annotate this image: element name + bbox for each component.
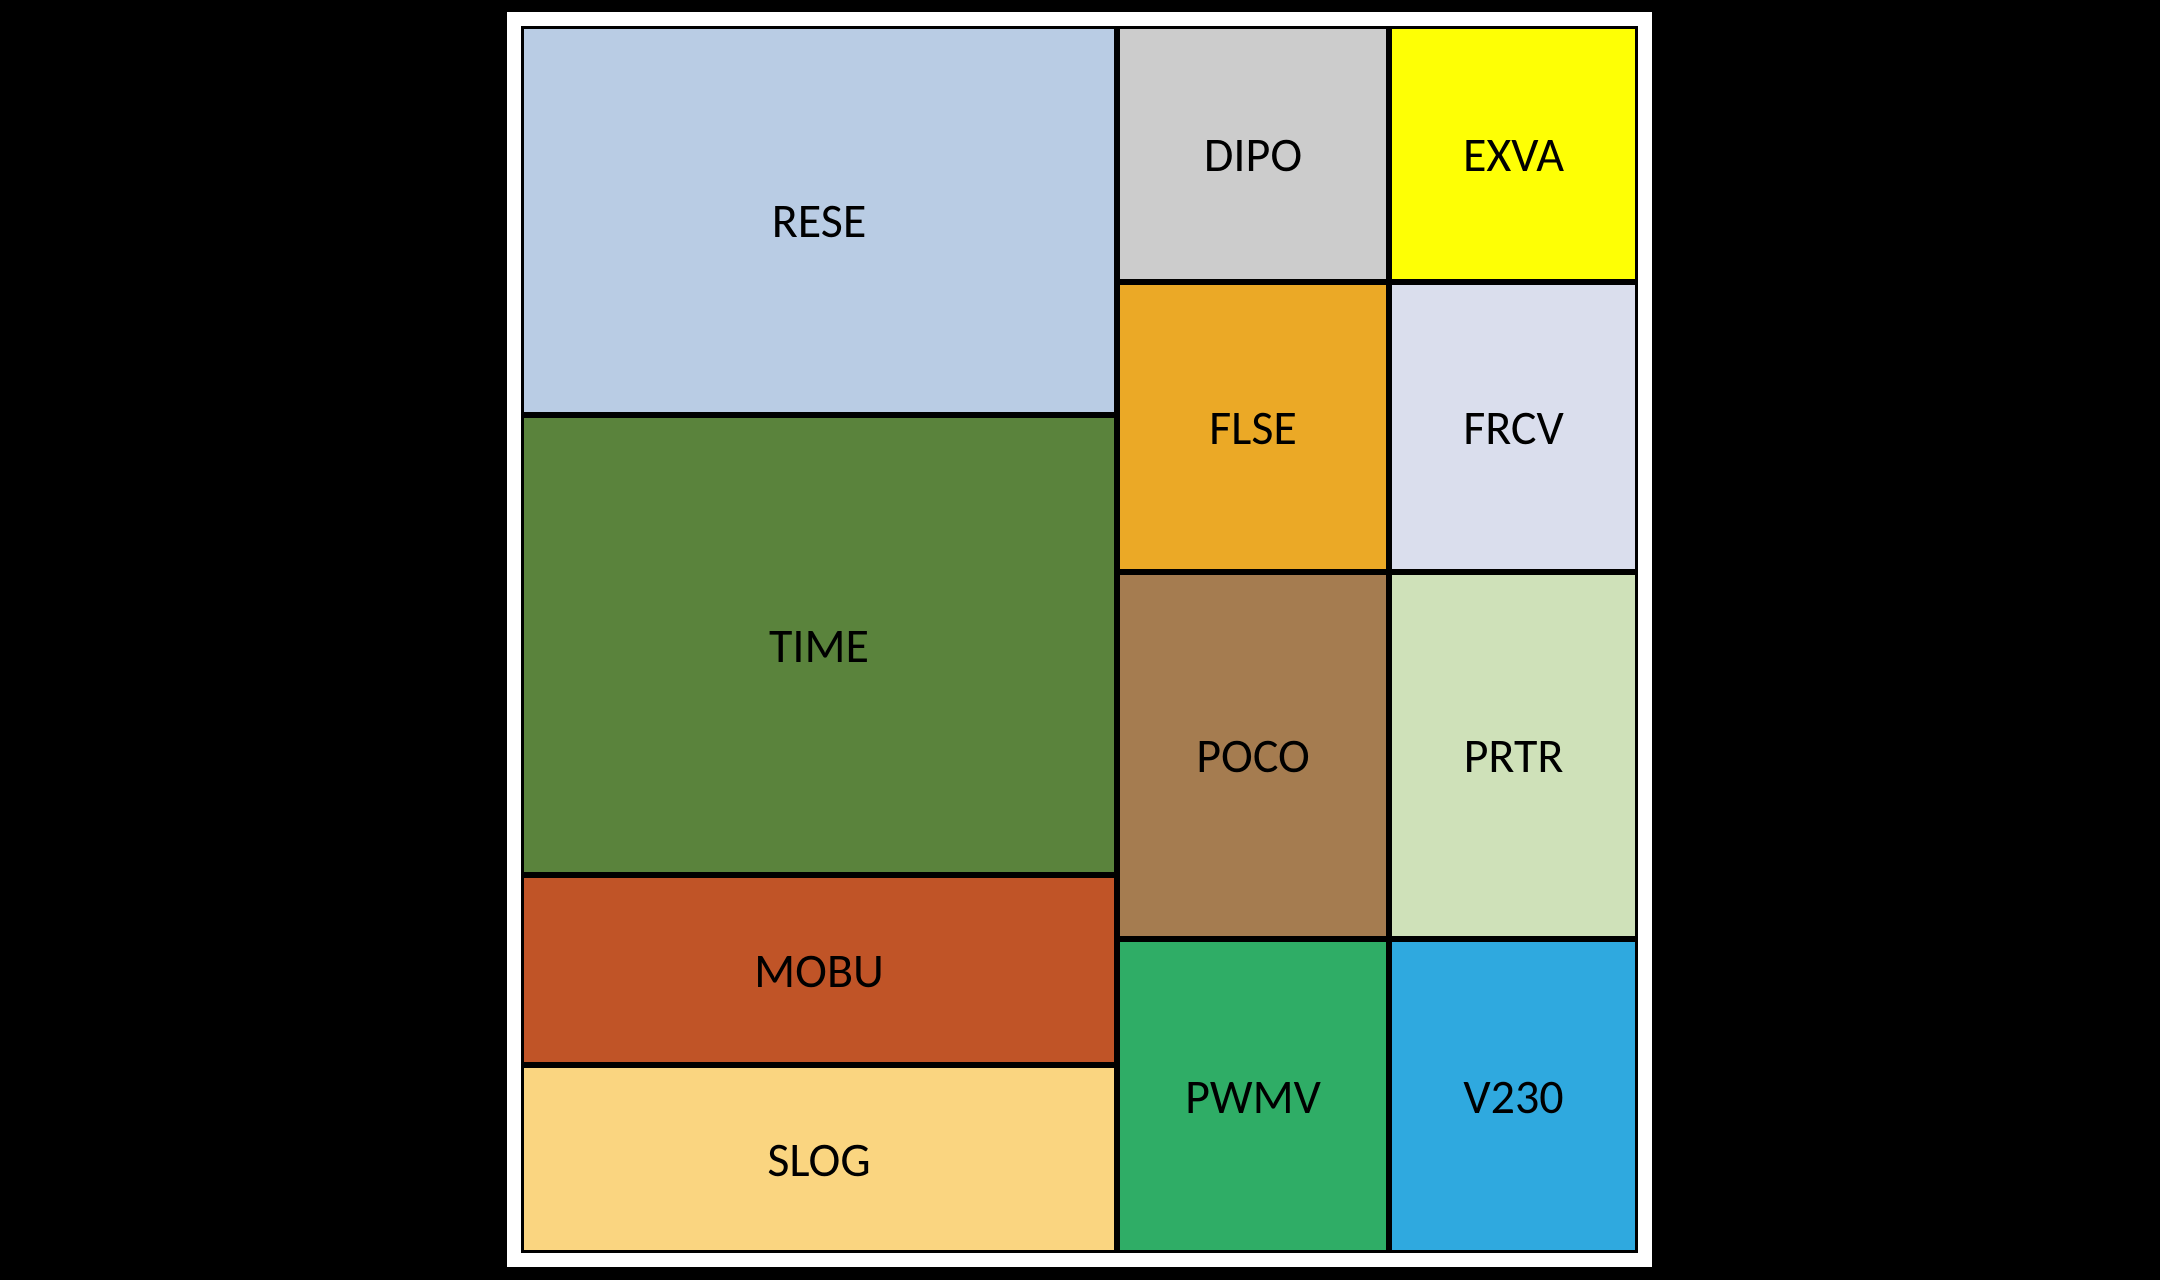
treemap-cell-label: FLSE bbox=[1209, 398, 1297, 457]
treemap-cell-pwmv: PWMV bbox=[1117, 939, 1389, 1253]
treemap-cell-label: POCO bbox=[1196, 726, 1310, 785]
treemap-cell-label: TIME bbox=[769, 616, 869, 675]
treemap-stage: RESE TIME MOBU SLOG DIPO EXVA FLSE FRCV POCO PRTR… bbox=[0, 0, 2160, 1280]
treemap-cell-label: MOBU bbox=[754, 941, 884, 1000]
treemap-cell-label: V230 bbox=[1463, 1067, 1563, 1126]
treemap-cell-flse: FLSE bbox=[1117, 282, 1389, 572]
treemap-cell-frcv: FRCV bbox=[1389, 282, 1638, 572]
treemap-cell-label: SLOG bbox=[767, 1130, 870, 1189]
treemap-cell-poco: POCO bbox=[1117, 572, 1389, 939]
treemap-cell-label: FRCV bbox=[1463, 398, 1564, 457]
treemap-cell-label: PWMV bbox=[1185, 1067, 1321, 1126]
treemap-cell-label: EXVA bbox=[1463, 125, 1564, 184]
treemap-cell-label: RESE bbox=[772, 191, 867, 250]
treemap-cell-dipo: DIPO bbox=[1117, 26, 1389, 282]
treemap-cell-slog: SLOG bbox=[521, 1065, 1117, 1253]
treemap-cell-v230: V230 bbox=[1389, 939, 1638, 1253]
treemap-cell-exva: EXVA bbox=[1389, 26, 1638, 282]
treemap-cell-prtr: PRTR bbox=[1389, 572, 1638, 939]
treemap-cell-label: DIPO bbox=[1204, 125, 1302, 184]
treemap-cell-label: PRTR bbox=[1464, 726, 1564, 785]
treemap-cell-time: TIME bbox=[521, 415, 1117, 875]
treemap-cell-rese: RESE bbox=[521, 26, 1117, 415]
treemap-cell-mobu: MOBU bbox=[521, 875, 1117, 1065]
